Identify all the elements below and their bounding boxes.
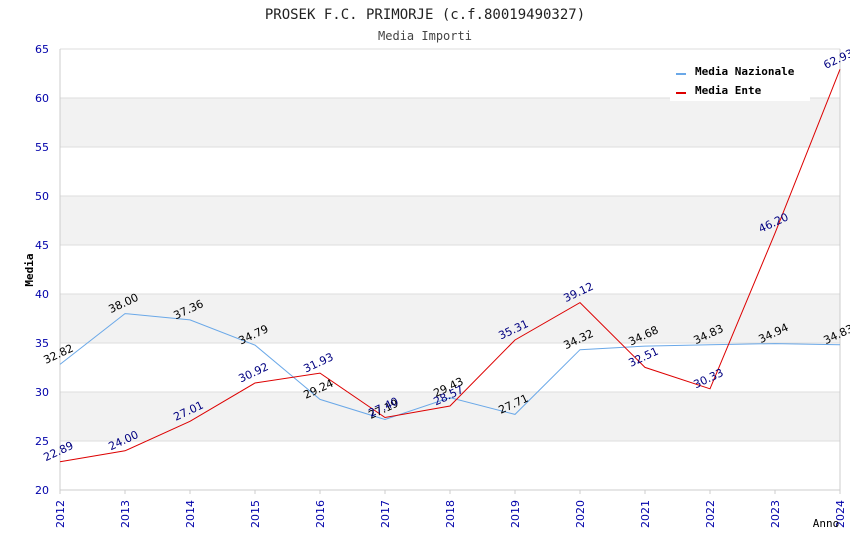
y-tick-label: 25: [35, 435, 49, 448]
x-tick-labels: 2012 2013 2014 2015 2016 2017 2018 2019 2020 2021…: [54, 500, 847, 528]
x-tick-label: 2012: [54, 500, 67, 528]
plot-bands: [60, 98, 840, 441]
x-tick-label: 2024: [834, 500, 847, 528]
plot-band: [60, 294, 840, 343]
legend: Media Nazionale Media Ente: [670, 59, 810, 101]
series-line-0: [59, 313, 841, 421]
x-tick-label: 2017: [379, 500, 392, 528]
legend-label: Media Ente: [695, 84, 762, 97]
y-tick-label: 20: [35, 484, 49, 497]
y-axis-label: Media: [23, 253, 36, 286]
y-tick-label: 45: [35, 239, 49, 252]
x-tick-label: 2015: [249, 500, 262, 528]
y-tick-label: 30: [35, 386, 49, 399]
y-tick-label: 60: [35, 92, 49, 105]
series-line-1: [59, 69, 841, 463]
x-tick-label: 2019: [509, 500, 522, 528]
x-tick-label: 2021: [639, 500, 652, 528]
x-tick-label: 2018: [444, 500, 457, 528]
x-tick-label: 2022: [704, 500, 717, 528]
legend-label: Media Nazionale: [695, 65, 795, 78]
chart-title: PROSEK F.C. PRIMORJE (c.f.80019490327): [265, 7, 585, 23]
x-axis-label: Anno: [813, 517, 840, 530]
y-tick-label: 35: [35, 337, 49, 350]
x-tick-label: 2023: [769, 500, 782, 528]
axes: [59, 49, 841, 494]
y-tick-labels: 20 25 30 35 40 45 50 55 60 65: [35, 43, 49, 497]
plot-band: [60, 196, 840, 245]
plot-band: [60, 98, 840, 147]
legend-box: [670, 59, 810, 101]
x-tick-label: 2014: [184, 500, 197, 528]
y-tick-label: 65: [35, 43, 49, 56]
grid-lines: [60, 48, 840, 491]
y-tick-label: 50: [35, 190, 49, 203]
x-tick-label: 2020: [574, 500, 587, 528]
x-tick-label: 2016: [314, 500, 327, 528]
chart-subtitle: Media Importi: [378, 29, 472, 43]
x-tick-label: 2013: [119, 500, 132, 528]
y-tick-label: 55: [35, 141, 49, 154]
plot-band: [60, 392, 840, 441]
y-tick-label: 40: [35, 288, 49, 301]
series-lines: [59, 69, 841, 463]
